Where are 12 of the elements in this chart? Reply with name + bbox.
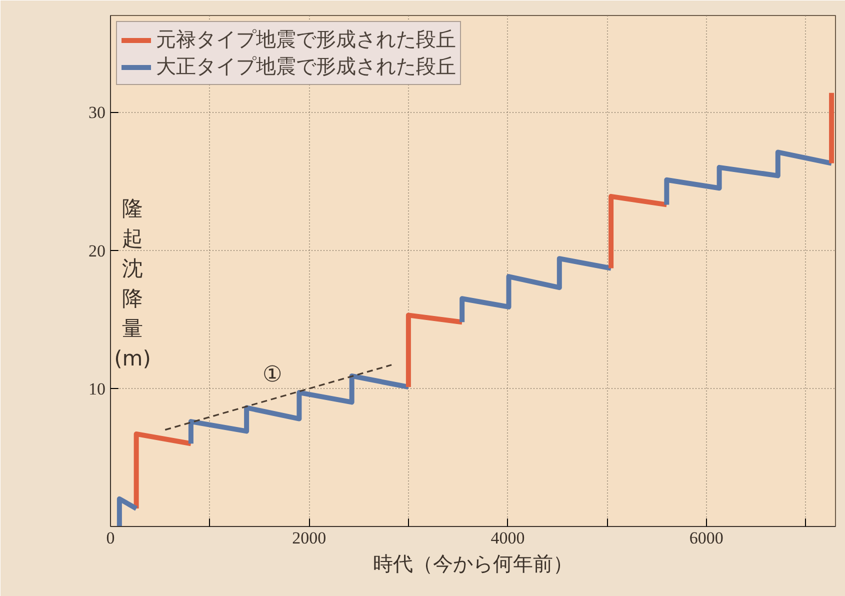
y-axis-title: 隆起沈降量(m): [114, 196, 151, 370]
legend-label: 元禄タイプ地震で形成された段丘: [156, 26, 456, 53]
y-tick-label: 20: [88, 241, 106, 260]
legend-label: 大正タイプ地震で形成された段丘: [156, 53, 456, 80]
x-tick-label: 0: [106, 528, 115, 548]
y-tick-label: 10: [88, 379, 106, 398]
y-tick-label: 30: [88, 103, 106, 122]
x-tick-label: 6000: [689, 528, 724, 548]
annotation: ①: [262, 362, 282, 388]
x-tick-label: 2000: [292, 528, 326, 548]
x-axis-title: 時代（今から何年前）: [373, 552, 573, 576]
x-tick-label: 4000: [490, 528, 525, 548]
